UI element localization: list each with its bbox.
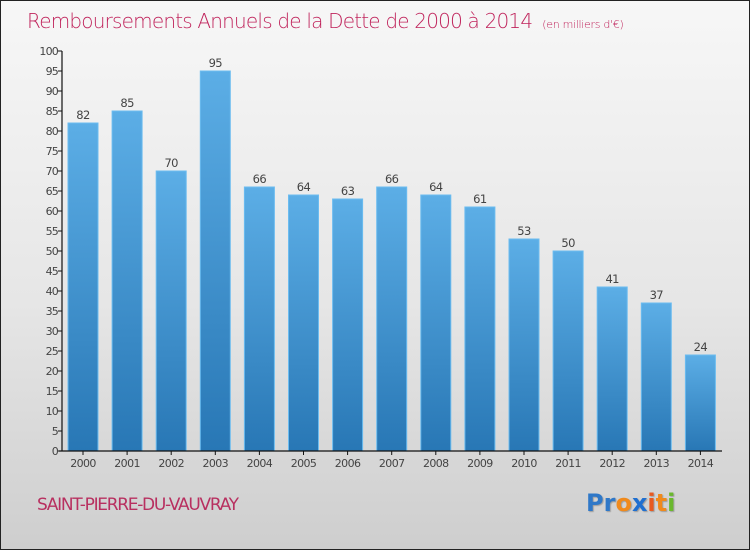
value-label-2003: 95	[209, 56, 223, 70]
bar-2001	[111, 110, 143, 452]
value-label-2007: 66	[385, 172, 399, 186]
y-tick-label-0: 0	[52, 445, 59, 458]
x-tick-label-2014: 2014	[688, 457, 714, 470]
x-tick-label-2000: 2000	[70, 457, 96, 470]
bar-2012	[596, 286, 628, 452]
y-axis: 0 5 10 15 20 25 30 35 40 45 50 55 60 65 70 75 80 85 90 95 10…	[39, 45, 63, 458]
y-tick-label-20: 20	[46, 365, 59, 378]
proxiti-logo[interactable]: Proxiti	[586, 489, 675, 517]
y-tick-label-75: 75	[46, 145, 59, 158]
x-tick-label-2002: 2002	[158, 457, 184, 470]
y-tick-label-90: 90	[46, 85, 59, 98]
bar-2011	[552, 250, 584, 452]
x-tick-label-2003: 2003	[202, 457, 228, 470]
y-tick-label-35: 35	[46, 305, 59, 318]
value-label-2011: 50	[561, 236, 575, 250]
y-tick-label-30: 30	[46, 325, 59, 338]
logo-letter: t	[655, 489, 668, 517]
logo-letter: r	[603, 489, 616, 517]
logo-letter: x	[631, 489, 648, 517]
x-tick-label-2001: 2001	[114, 457, 140, 470]
x-tick-label-2005: 2005	[291, 457, 317, 470]
value-label-2004: 66	[253, 172, 267, 186]
value-label-2005: 64	[297, 180, 311, 194]
y-tick-label-40: 40	[46, 285, 59, 298]
y-tick-label-25: 25	[46, 345, 59, 358]
bar-2005	[288, 194, 319, 452]
bar-2013	[640, 302, 672, 452]
value-label-2006: 63	[341, 184, 355, 198]
logo-letter: P	[586, 489, 604, 517]
y-tick-label-50: 50	[46, 245, 59, 258]
value-label-2001: 85	[120, 96, 134, 110]
y-tick-label-65: 65	[46, 185, 59, 198]
logo-letter: i	[647, 489, 656, 517]
bar-2003	[199, 70, 231, 452]
y-tick-label-5: 5	[52, 425, 59, 438]
bar-2002	[155, 170, 187, 452]
y-tick-label-95: 95	[46, 65, 59, 78]
value-label-2009: 61	[473, 192, 487, 206]
value-label-2014: 24	[694, 340, 708, 354]
value-label-2010: 53	[517, 224, 531, 238]
value-label-2008: 64	[429, 180, 443, 194]
x-tick-label-2006: 2006	[335, 457, 361, 470]
y-tick-label-100: 100	[39, 45, 58, 58]
value-label-2002: 70	[164, 156, 178, 170]
x-axis: 2000 2001 2002 2003 2004 2005 2006 2007 2008 2009…	[59, 450, 722, 470]
x-tick-label-2004: 2004	[247, 457, 273, 470]
bar-2004	[243, 186, 275, 452]
commune-name: SAINT-PIERRE-DU-VAUVRAY	[37, 495, 239, 515]
logo-letter: o	[615, 489, 632, 517]
chart-title: Remboursements Annuels de la Dette de 20…	[27, 9, 624, 33]
bar-2008	[420, 194, 452, 452]
value-label-2013: 37	[650, 288, 664, 302]
bar-2014	[684, 354, 716, 452]
y-tick-label-85: 85	[46, 105, 59, 118]
x-tick-label-2012: 2012	[599, 457, 625, 470]
value-labels-group: 82 85 70 95 66 64 63 66 64 61 53 50 41 37 24	[76, 56, 708, 354]
y-tick-label-70: 70	[46, 165, 59, 178]
y-tick-label-45: 45	[46, 265, 59, 278]
y-tick-label-15: 15	[46, 385, 59, 398]
bar-2010	[508, 238, 540, 452]
bar-2000	[67, 122, 99, 452]
chart-title-text: Remboursements Annuels de la Dette de 20…	[27, 9, 533, 33]
bar-2007	[376, 186, 408, 452]
logo-letter: i	[667, 489, 676, 517]
y-tick-label-60: 60	[46, 205, 59, 218]
y-tick-label-55: 55	[46, 225, 59, 238]
x-tick-label-2010: 2010	[511, 457, 537, 470]
y-tick-label-80: 80	[46, 125, 59, 138]
x-tick-label-2011: 2011	[555, 457, 581, 470]
bar-2006	[332, 198, 364, 452]
bars-group	[67, 70, 716, 452]
y-tick-label-10: 10	[46, 405, 59, 418]
x-tick-label-2013: 2013	[643, 457, 669, 470]
value-label-2012: 41	[605, 272, 619, 286]
x-tick-label-2008: 2008	[423, 457, 449, 470]
x-tick-label-2007: 2007	[379, 457, 405, 470]
chart-unit-subtitle: (en milliers d'€)	[542, 18, 624, 31]
bar-2009	[464, 206, 496, 452]
x-tick-label-2009: 2009	[467, 457, 493, 470]
value-label-2000: 82	[76, 108, 90, 122]
